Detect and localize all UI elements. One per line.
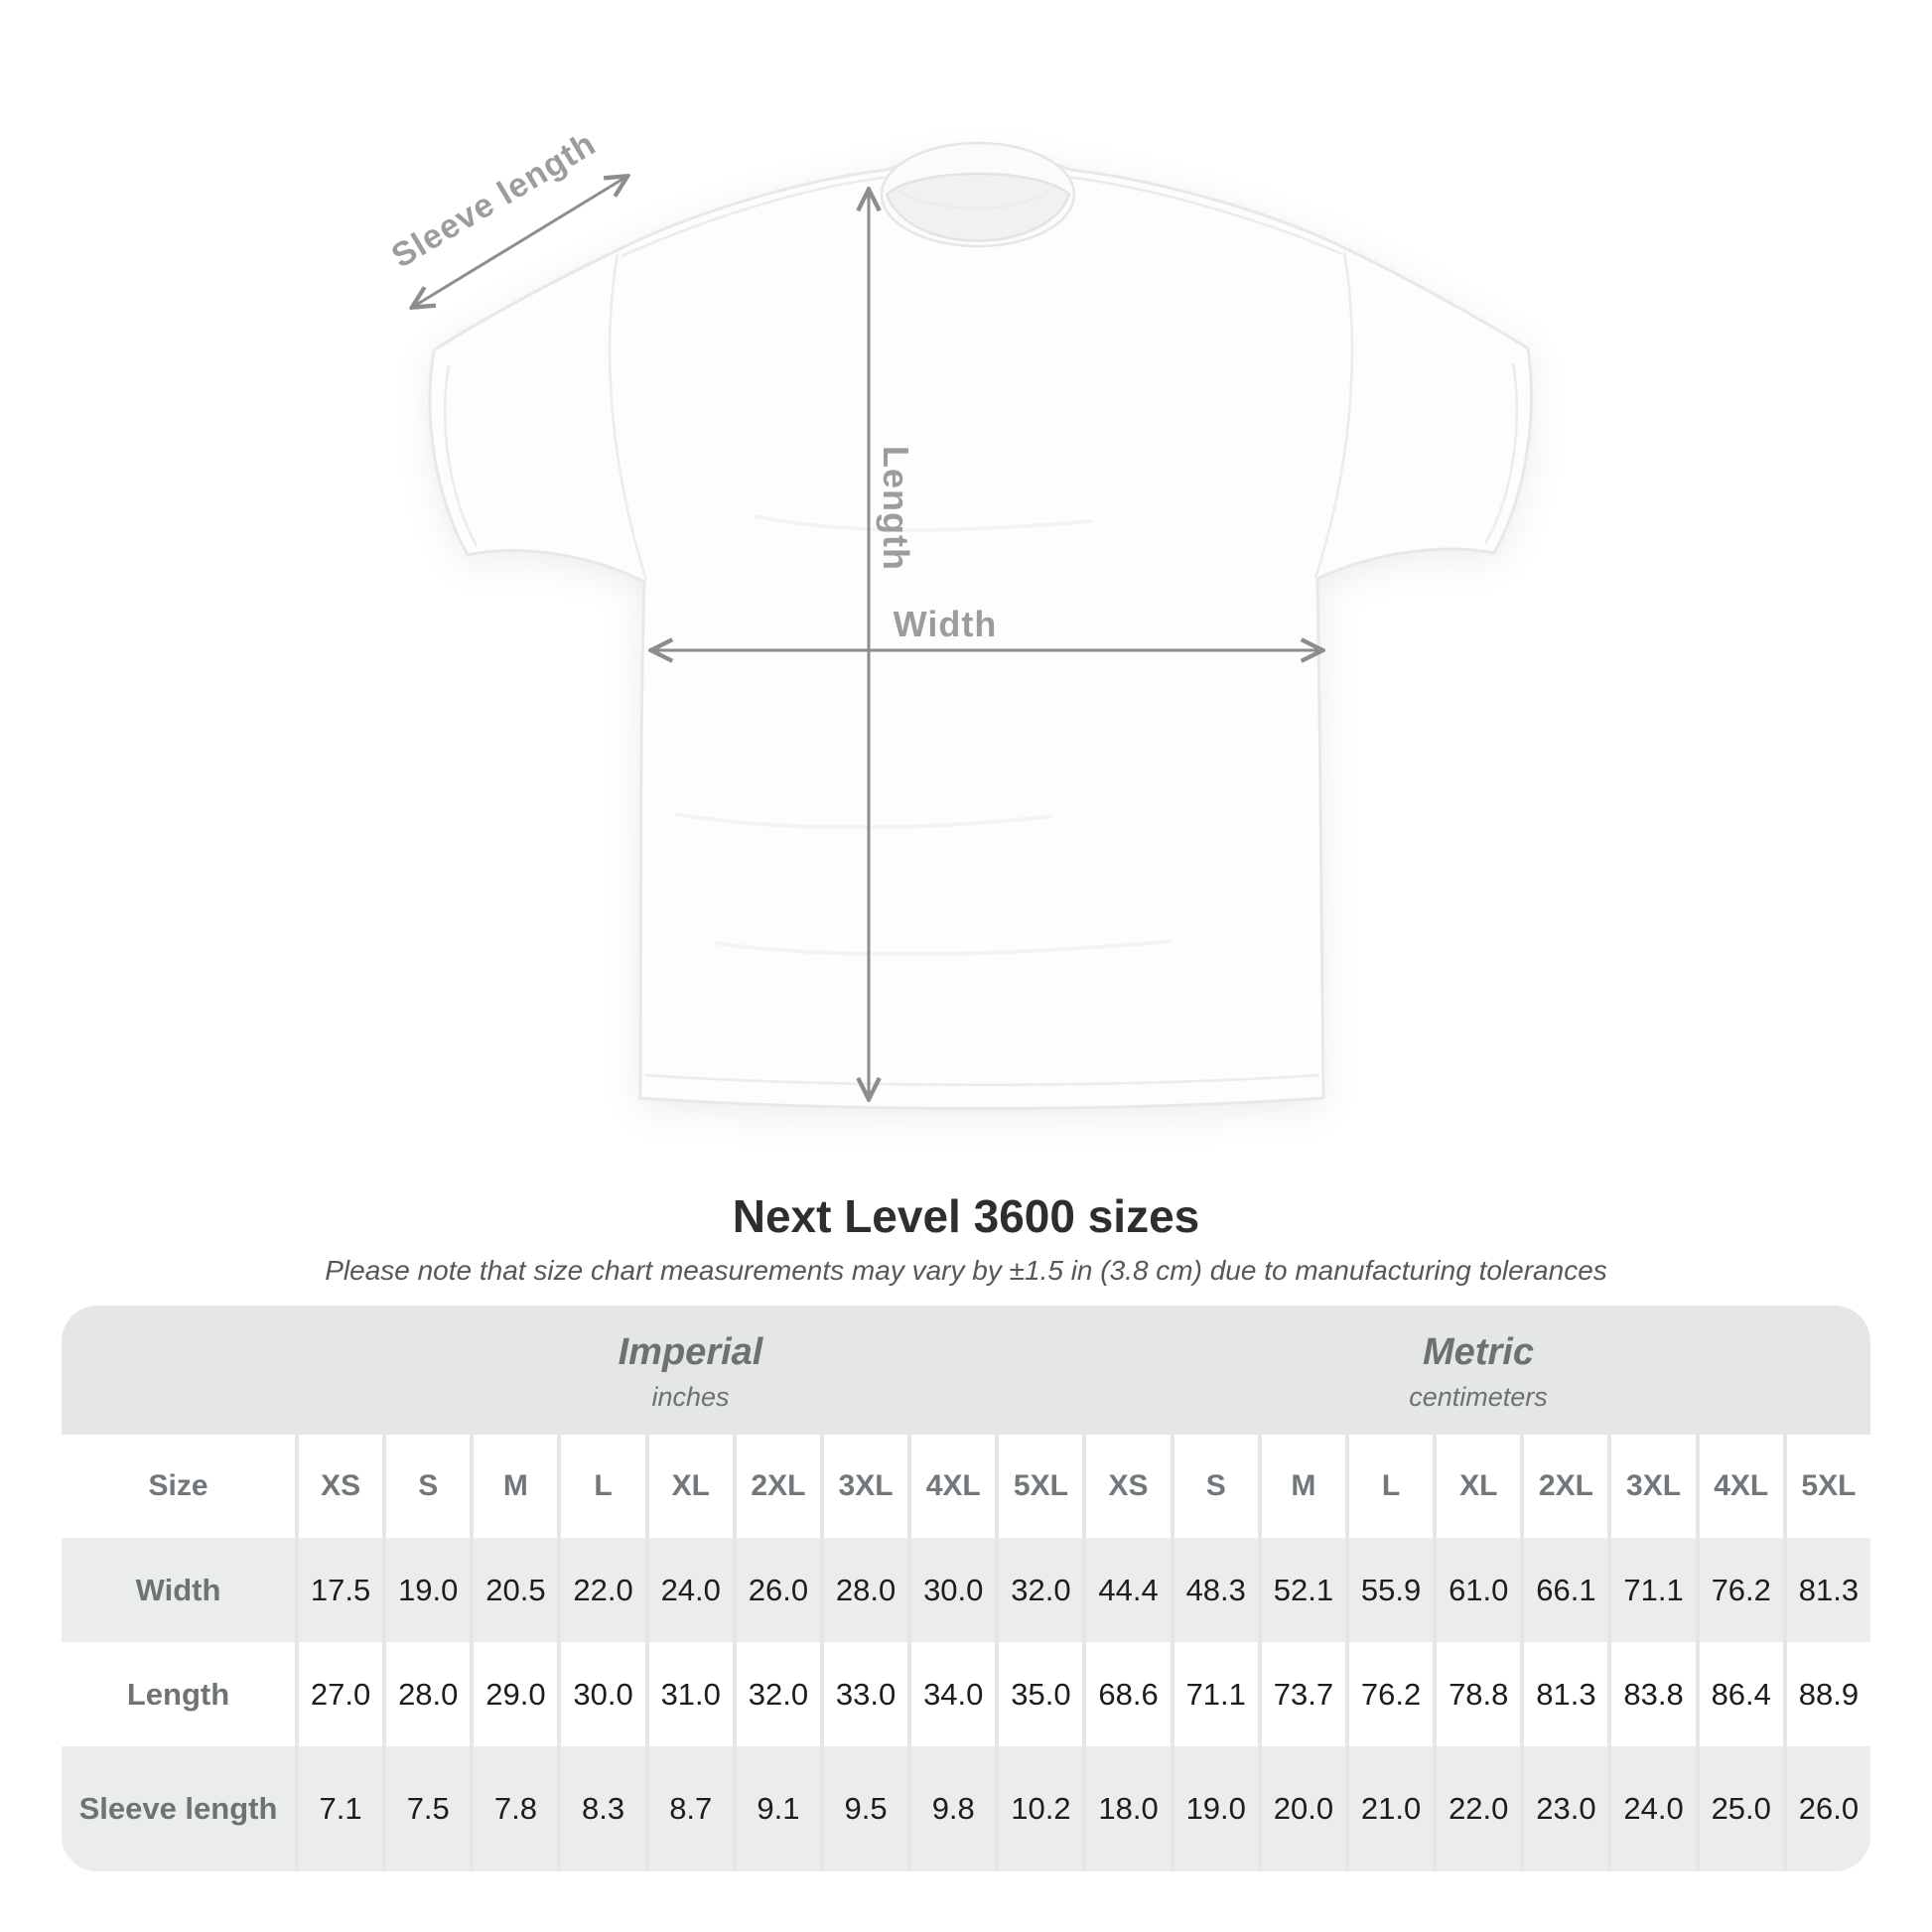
- table-cell: 19.0: [386, 1538, 471, 1642]
- length-label: Length: [876, 446, 916, 571]
- page-title: Next Level 3600 sizes: [732, 1190, 1200, 1242]
- size-header-cell: Size: [62, 1435, 295, 1538]
- table-cell: 29.0: [474, 1642, 558, 1746]
- table-cell: 30.0: [911, 1538, 996, 1642]
- unit-title: Imperial: [618, 1331, 763, 1373]
- table-cell: 10.2: [999, 1746, 1083, 1871]
- size-col-header: XS: [1086, 1435, 1171, 1538]
- size-col-header: S: [386, 1435, 471, 1538]
- table-cell: 27.0: [299, 1642, 383, 1746]
- size-grid: Size XS S M L XL 2XL 3XL 4XL 5XL XS S M …: [62, 1435, 1870, 1871]
- table-cell: 44.4: [1086, 1538, 1171, 1642]
- table-cell: 24.0: [1611, 1746, 1696, 1871]
- table-cell: 66.1: [1524, 1538, 1608, 1642]
- table-cell: 7.5: [386, 1746, 471, 1871]
- table-cell: 17.5: [299, 1538, 383, 1642]
- table-cell: 81.3: [1524, 1642, 1608, 1746]
- table-cell: 25.0: [1699, 1746, 1783, 1871]
- size-col-header: 2XL: [736, 1435, 820, 1538]
- table-cell: 55.9: [1348, 1538, 1434, 1642]
- size-col-header: XL: [1437, 1435, 1521, 1538]
- table-cell: 76.2: [1699, 1538, 1783, 1642]
- table-cell: 32.0: [999, 1538, 1083, 1642]
- table-cell: 26.0: [736, 1538, 820, 1642]
- size-col-header: 2XL: [1524, 1435, 1608, 1538]
- table-cell: 88.9: [1786, 1642, 1870, 1746]
- row-label: Sleeve length: [62, 1746, 295, 1871]
- table-cell: 61.0: [1437, 1538, 1521, 1642]
- table-cell: 83.8: [1611, 1642, 1696, 1746]
- table-cell: 19.0: [1173, 1746, 1258, 1871]
- table-cell: 30.0: [561, 1642, 645, 1746]
- table-cell: 24.0: [648, 1538, 733, 1642]
- size-col-header: XS: [299, 1435, 383, 1538]
- unit-header-imperial: Imperial inches: [299, 1331, 1082, 1413]
- size-col-header: 4XL: [911, 1435, 996, 1538]
- table-cell: 20.0: [1261, 1746, 1345, 1871]
- table-cell: 8.7: [648, 1746, 733, 1871]
- table-cell: 23.0: [1524, 1746, 1608, 1871]
- unit-subtitle: inches: [651, 1382, 730, 1412]
- table-cell: 9.1: [736, 1746, 820, 1871]
- table-cell: 48.3: [1173, 1538, 1258, 1642]
- table-cell: 86.4: [1699, 1642, 1783, 1746]
- sleeve-length-label: Sleeve length: [385, 125, 603, 276]
- width-label: Width: [894, 604, 998, 644]
- unit-subtitle: centimeters: [1409, 1382, 1548, 1412]
- size-col-header: 3XL: [823, 1435, 908, 1538]
- table-cell: 31.0: [648, 1642, 733, 1746]
- size-col-header: 4XL: [1699, 1435, 1783, 1538]
- size-col-header: XL: [648, 1435, 733, 1538]
- table-cell: 9.8: [911, 1746, 996, 1871]
- tshirt-illustration: [428, 141, 1533, 1110]
- table-cell: 28.0: [823, 1538, 908, 1642]
- table-cell: 21.0: [1348, 1746, 1434, 1871]
- table-cell: 26.0: [1786, 1746, 1870, 1871]
- sleeve-length-arrow: [413, 177, 626, 307]
- table-cell: 34.0: [911, 1642, 996, 1746]
- table-cell: 32.0: [736, 1642, 820, 1746]
- table-cell: 68.6: [1086, 1642, 1171, 1746]
- size-col-header: L: [561, 1435, 645, 1538]
- table-cell: 18.0: [1086, 1746, 1171, 1871]
- table-cell: 71.1: [1173, 1642, 1258, 1746]
- table-cell: 76.2: [1348, 1642, 1434, 1746]
- size-col-header: S: [1173, 1435, 1258, 1538]
- size-col-header: 3XL: [1611, 1435, 1696, 1538]
- page-subtitle: Please note that size chart measurements…: [325, 1255, 1607, 1286]
- table-cell: 22.0: [1437, 1746, 1521, 1871]
- table-cell: 52.1: [1261, 1538, 1345, 1642]
- size-table: Imperial inches Metric centimeters Size …: [62, 1306, 1870, 1871]
- table-cell: 22.0: [561, 1538, 645, 1642]
- table-cell: 73.7: [1261, 1642, 1345, 1746]
- table-cell: 71.1: [1611, 1538, 1696, 1642]
- unit-header-metric: Metric centimeters: [1086, 1331, 1870, 1413]
- table-cell: 7.8: [474, 1746, 558, 1871]
- table-cell: 9.5: [823, 1746, 908, 1871]
- size-col-header: 5XL: [1786, 1435, 1870, 1538]
- table-cell: 78.8: [1437, 1642, 1521, 1746]
- row-label: Length: [62, 1642, 295, 1746]
- size-col-header: 5XL: [999, 1435, 1083, 1538]
- table-cell: 81.3: [1786, 1538, 1870, 1642]
- size-col-header: L: [1348, 1435, 1434, 1538]
- table-cell: 8.3: [561, 1746, 645, 1871]
- size-col-header: M: [474, 1435, 558, 1538]
- table-cell: 28.0: [386, 1642, 471, 1746]
- row-label: Width: [62, 1538, 295, 1642]
- size-col-header: M: [1261, 1435, 1345, 1538]
- unit-title: Metric: [1423, 1331, 1534, 1373]
- table-cell: 35.0: [999, 1642, 1083, 1746]
- table-cell: 7.1: [299, 1746, 383, 1871]
- table-cell: 33.0: [823, 1642, 908, 1746]
- table-cell: 20.5: [474, 1538, 558, 1642]
- tshirt-diagram: Sleeve length Length Width: [385, 125, 1533, 1110]
